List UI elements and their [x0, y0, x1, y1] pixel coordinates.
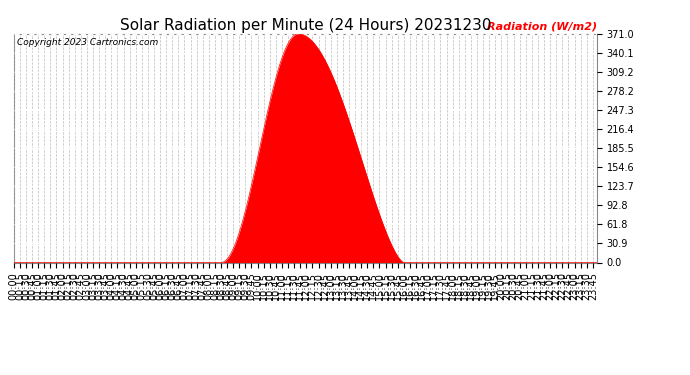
Text: Copyright 2023 Cartronics.com: Copyright 2023 Cartronics.com	[17, 38, 158, 47]
Title: Solar Radiation per Minute (24 Hours) 20231230: Solar Radiation per Minute (24 Hours) 20…	[119, 18, 491, 33]
Text: Radiation (W/m2): Radiation (W/m2)	[486, 21, 597, 32]
